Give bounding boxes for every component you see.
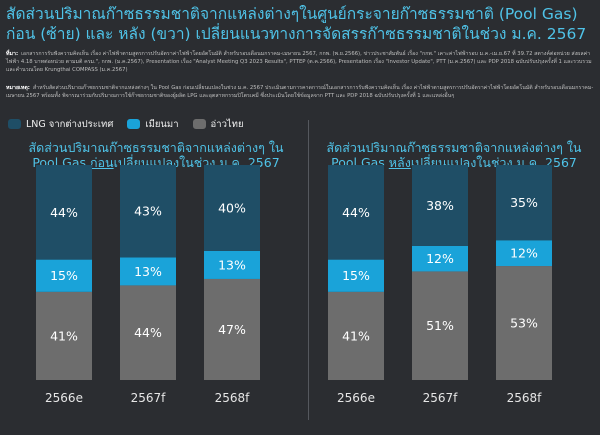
bar-right-2567f-lng: [412, 165, 468, 246]
bar-left-2568f-gulf: [204, 278, 260, 380]
bar-right-2567f-myanmar: [412, 245, 468, 272]
bar-right-2567f-gulf: [412, 271, 468, 380]
label-right-2568f-myanmar: 12%: [510, 246, 538, 261]
chart-right-title-line1: สัดส่วนปริมาณก๊าซธรรมชาติจากแหล่งต่างๆ ใ…: [326, 140, 582, 155]
legend-swatch-myanmar: [127, 119, 141, 129]
bar-right-2568f-lng: [496, 165, 552, 241]
bar-left-2567f-myanmar: [120, 257, 176, 286]
label-left-2566e-lng: 44%: [50, 205, 78, 220]
bar-left-2568f-myanmar: [204, 251, 260, 279]
xtick-right-2568f: 2568f: [507, 391, 543, 405]
remark-text: สำหรับสัดส่วนปริมาณก๊าซธรรมชาติจากแหล่งต…: [6, 85, 594, 99]
label-right-2568f-gulf: 53%: [510, 316, 538, 331]
bar-left-2567f-lng: [120, 165, 176, 258]
label-left-2567f-lng: 43%: [134, 204, 162, 219]
source-note: ที่มา: เอกสารการรับฟังความคิดเห็น เรื่อง …: [6, 50, 594, 74]
label-right-2568f-lng: 35%: [510, 195, 538, 210]
legend-swatch-gulf: [192, 119, 206, 129]
label-left-2566e-gulf: 41%: [50, 328, 78, 343]
chart-left-title-line1: สัดส่วนปริมาณก๊าซธรรมชาติจากแหล่งต่างๆ ใ…: [28, 140, 284, 155]
bar-right-2568f-myanmar: [496, 240, 552, 267]
legend-label-gulf: อ่าวไทย: [210, 118, 244, 130]
remark-label: หมายเหตุ:: [6, 85, 30, 91]
label-right-2566e-myanmar: 15%: [342, 268, 370, 283]
label-right-2566e-lng: 44%: [342, 205, 370, 220]
label-left-2568f-myanmar: 13%: [218, 257, 246, 272]
legend-item-myanmar: เมียนมา: [127, 117, 179, 132]
bar-left-2566e-lng: [36, 165, 92, 260]
bar-right-2566e-gulf: [328, 291, 384, 380]
bar-right-2566e-lng: [328, 165, 384, 260]
label-left-2567f-gulf: 44%: [134, 325, 162, 340]
xtick-left-2566e: 2566e: [45, 391, 83, 405]
label-left-2567f-myanmar: 13%: [134, 264, 162, 279]
chart-divider: [308, 120, 309, 420]
label-left-2568f-gulf: 47%: [218, 322, 246, 337]
legend-label-lng: LNG จากต่างประเทศ: [26, 118, 114, 130]
legend: LNG จากต่างประเทศ เมียนมา อ่าวไทย: [8, 116, 258, 132]
page-title: สัดส่วนปริมาณก๊าซธรรมชาติจากแหล่งต่างๆใน…: [6, 5, 587, 43]
legend-swatch-lng: [8, 119, 21, 129]
bar-right-2568f-gulf: [496, 266, 552, 380]
label-right-2567f-lng: 38%: [426, 198, 454, 213]
remark-note: หมายเหตุ: สำหรับสัดส่วนปริมาณก๊าซธรรมชาติ…: [6, 84, 594, 100]
bar-left-2568f-lng: [204, 165, 260, 251]
xtick-left-2567f: 2567f: [131, 391, 167, 405]
chart-right-title-emph: หลัง: [388, 155, 411, 170]
legend-item-gulf: อ่าวไทย: [192, 117, 244, 132]
source-text: เอกสารการรับฟังความคิดเห็น เรื่อง ค่าไฟฟ…: [6, 51, 592, 73]
label-right-2567f-gulf: 51%: [426, 318, 454, 333]
bar-left-2566e-gulf: [36, 291, 92, 380]
label-right-2567f-myanmar: 12%: [426, 251, 454, 266]
label-right-2566e-gulf: 41%: [342, 328, 370, 343]
xtick-left-2568f: 2568f: [215, 391, 251, 405]
chart-left-title-emph: ก่อน: [89, 155, 114, 170]
xtick-right-2566e: 2566e: [337, 391, 375, 405]
label-left-2566e-myanmar: 15%: [50, 268, 78, 283]
bar-left-2566e-myanmar: [36, 259, 92, 292]
legend-label-myanmar: เมียนมา: [145, 118, 179, 130]
label-left-2568f-lng: 40%: [218, 201, 246, 216]
xtick-right-2567f: 2567f: [423, 391, 459, 405]
legend-item-lng: LNG จากต่างประเทศ: [8, 117, 113, 132]
bar-right-2566e-myanmar: [328, 259, 384, 292]
source-label: ที่มา:: [6, 51, 19, 57]
bar-left-2567f-gulf: [120, 285, 176, 380]
